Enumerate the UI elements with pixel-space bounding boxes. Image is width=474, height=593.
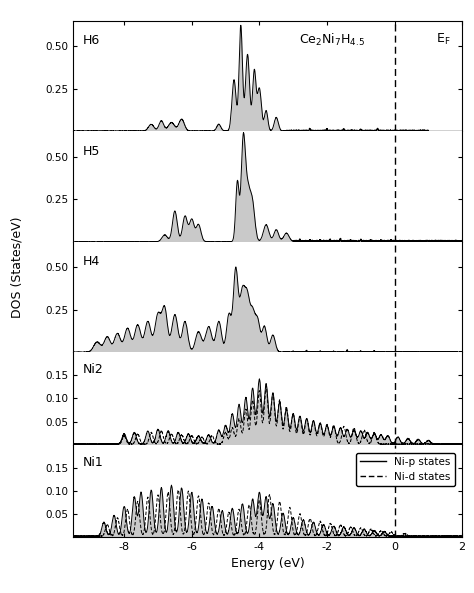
Text: H4: H4 [83,255,100,268]
Text: Ni2: Ni2 [83,364,104,377]
X-axis label: Energy (eV): Energy (eV) [231,557,305,570]
Text: $\mathrm{Ce_2Ni_7H_{4.5}}$: $\mathrm{Ce_2Ni_7H_{4.5}}$ [299,32,365,48]
Text: $\mathrm{E_F}$: $\mathrm{E_F}$ [436,32,450,47]
Text: DOS (States/eV): DOS (States/eV) [10,216,23,318]
Text: Ni1: Ni1 [83,455,104,468]
Text: H6: H6 [83,34,100,47]
Text: H5: H5 [83,145,100,158]
Legend: Ni-p states, Ni-d states: Ni-p states, Ni-d states [356,452,455,486]
